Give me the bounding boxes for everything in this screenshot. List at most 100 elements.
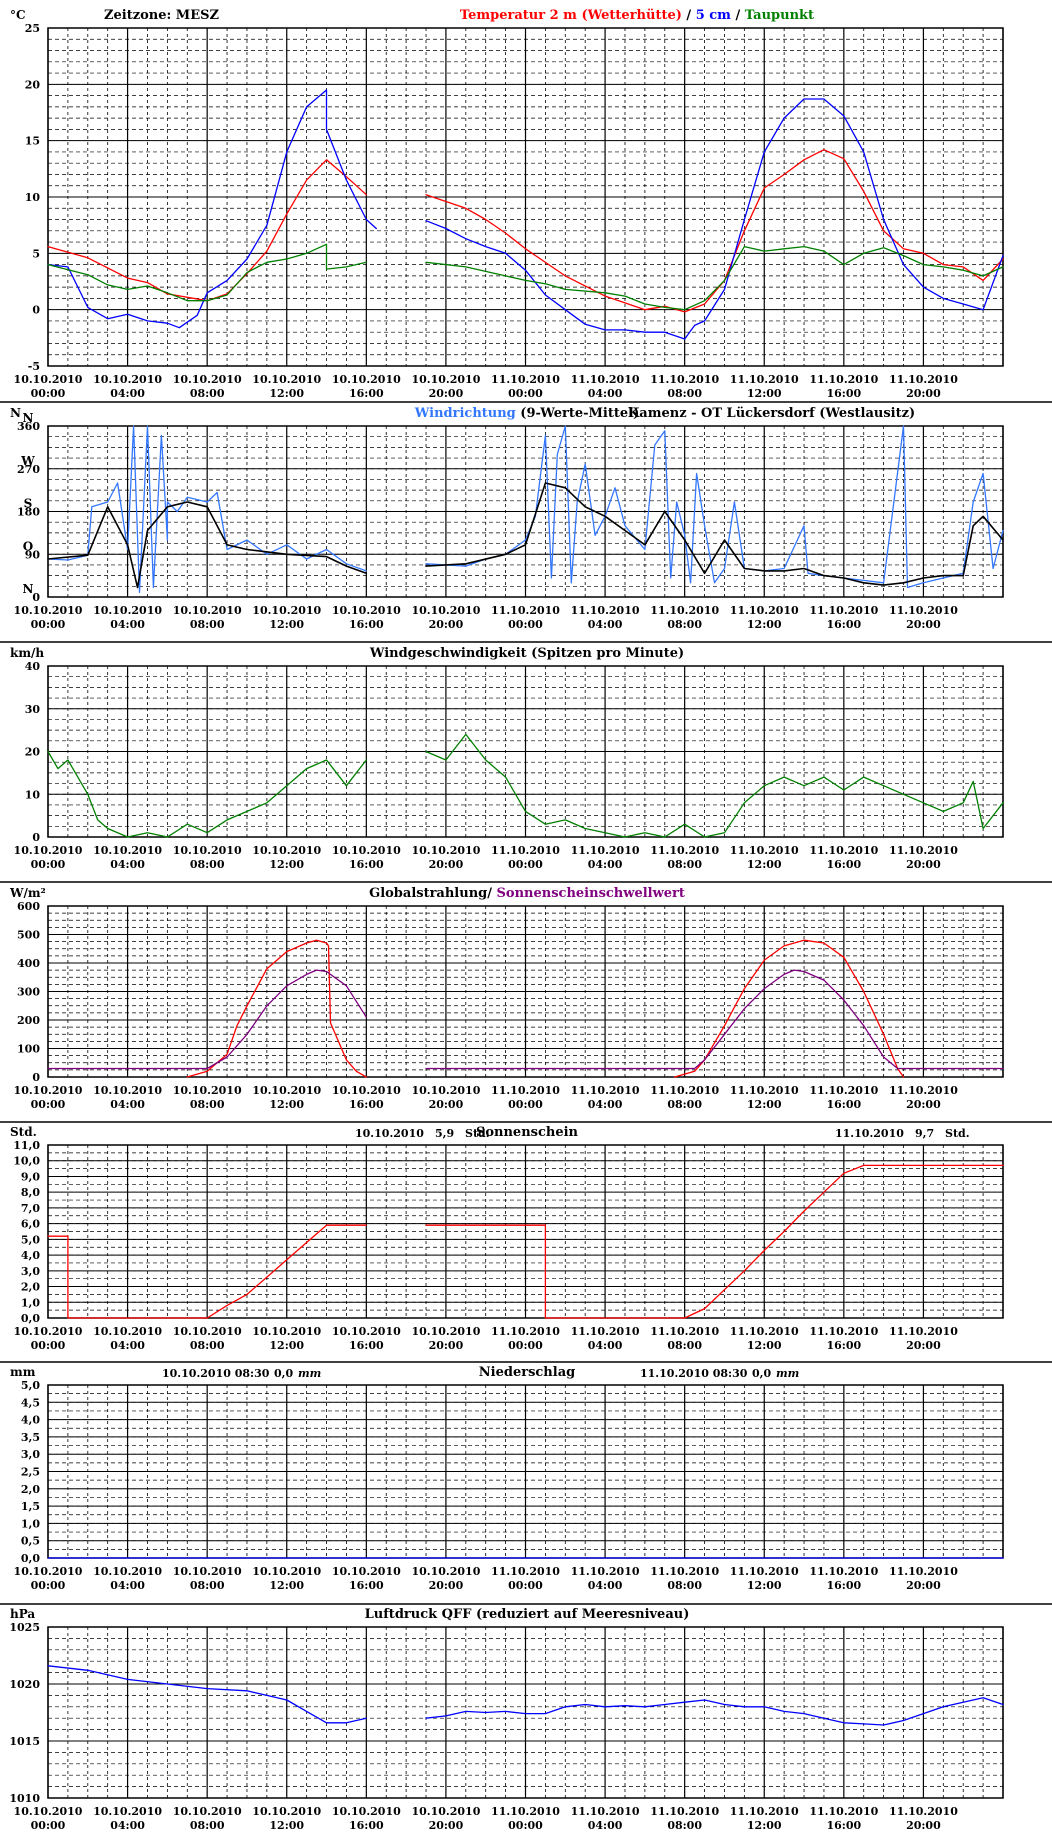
y-tick-label: 6,0 [21, 1218, 40, 1231]
x-tick-time: 04:00 [588, 1339, 623, 1352]
panel-title: Sonnenschein [476, 1125, 579, 1140]
x-tick-date: 11.10.2010 [809, 1325, 878, 1338]
temperature-series-2 [47, 243, 1004, 311]
y-tick-label: 1025 [9, 1621, 40, 1634]
x-tick-date: 10.10.2010 [252, 1084, 321, 1097]
x-tick-date: 10.10.2010 [93, 604, 162, 617]
x-tick-date: 10.10.2010 [411, 1565, 480, 1578]
x-tick-time: 12:00 [269, 1098, 304, 1111]
x-tick-time: 04:00 [588, 618, 623, 631]
x-tick-time: 20:00 [429, 1819, 464, 1832]
y-tick-label: 10 [25, 788, 41, 801]
y-tick-label: 5,0 [21, 1233, 40, 1246]
panel-title: Temperatur 2 m (Wetterhütte) / 5 cm / Ta… [460, 8, 814, 23]
annotation-date: 11.10.2010 08:30 [640, 1367, 748, 1380]
x-tick-date: 11.10.2010 [809, 604, 878, 617]
panel-title-part: Windrichtung [414, 406, 516, 421]
x-tick-time: 08:00 [667, 1098, 702, 1111]
x-tick-date: 10.10.2010 [332, 1084, 401, 1097]
x-tick-time: 12:00 [269, 387, 304, 400]
x-tick-date: 11.10.2010 [809, 1565, 878, 1578]
compass-label: N [23, 411, 34, 425]
y-tick-label: 20 [25, 78, 41, 91]
y-tick-label: 4,0 [21, 1414, 40, 1427]
y-tick-label: 5 [32, 247, 40, 260]
x-tick-date: 10.10.2010 [252, 1565, 321, 1578]
x-tick-time: 16:00 [826, 1098, 861, 1111]
x-tick-date: 11.10.2010 [730, 604, 799, 617]
x-tick-time: 04:00 [588, 858, 623, 871]
y-tick-label: 1020 [9, 1678, 40, 1691]
x-tick-date: 11.10.2010 [730, 844, 799, 857]
y-tick-label: 360 [17, 420, 40, 433]
y-tick-label: 1,0 [21, 1296, 40, 1309]
y-tick-label: 8,0 [21, 1186, 40, 1199]
annotation-unit: Std. [945, 1127, 970, 1140]
annotation-date: 10.10.2010 [355, 1127, 424, 1140]
y-tick-label: 9,0 [21, 1170, 40, 1183]
y-tick-label: 500 [17, 929, 40, 942]
y-tick-label: 5,0 [21, 1379, 40, 1392]
x-tick-date: 10.10.2010 [173, 373, 242, 386]
sunshine-series-0 [47, 1164, 1004, 1319]
x-tick-time: 00:00 [31, 1819, 66, 1832]
y-tick-label: 40 [25, 660, 41, 673]
y-tick-label: 1010 [9, 1792, 40, 1805]
x-tick-time: 04:00 [110, 618, 145, 631]
x-tick-time: 20:00 [906, 618, 941, 631]
precipitation-panel: 0,00,51,01,52,02,53,03,54,04,55,0mm Niede… [10, 1365, 1004, 1592]
x-tick-time: 04:00 [588, 1819, 623, 1832]
compass-label: O [23, 539, 33, 553]
x-tick-date: 10.10.2010 [252, 373, 321, 386]
x-tick-date: 10.10.2010 [93, 1565, 162, 1578]
x-tick-time: 04:00 [110, 858, 145, 871]
panel-title-part: Windgeschwindigkeit (Spitzen pro Minute) [369, 646, 684, 661]
x-tick-date: 11.10.2010 [889, 1084, 958, 1097]
x-tick-date: 11.10.2010 [809, 373, 878, 386]
temperature-panel: -5 0 5 10 15 20 25°C Temperatur 2 m (Wetterhütt… [10, 8, 1004, 400]
x-tick-time: 08:00 [667, 858, 702, 871]
x-tick-time: 04:00 [110, 1819, 145, 1832]
y-tick-label: 200 [17, 1014, 40, 1027]
y-tick-label: 30 [25, 703, 41, 716]
x-tick-time: 16:00 [826, 858, 861, 871]
x-tick-time: 16:00 [826, 1339, 861, 1352]
compass-label: W [20, 454, 35, 468]
x-tick-date: 11.10.2010 [650, 1325, 719, 1338]
x-tick-date: 10.10.2010 [252, 1805, 321, 1818]
timezone-label: Zeitzone: MESZ [104, 8, 219, 23]
x-tick-date: 11.10.2010 [491, 1565, 560, 1578]
y-tick-label: 10,0 [13, 1155, 40, 1168]
x-tick-time: 16:00 [826, 387, 861, 400]
x-tick-time: 16:00 [349, 1098, 384, 1111]
panel-title-part: Sonnenscheinschwellwert [497, 886, 685, 901]
global_radiation-series-0 [186, 939, 905, 1078]
x-tick-time: 20:00 [906, 1819, 941, 1832]
x-tick-time: 20:00 [429, 1579, 464, 1592]
sunshine-panel: 0,01,02,03,04,05,06,07,08,09,010,011,0St… [10, 1125, 1004, 1352]
y-tick-label: 4,5 [21, 1396, 40, 1409]
y-tick-label: 400 [17, 957, 40, 970]
unit-label: W/m² [9, 886, 46, 900]
x-tick-date: 10.10.2010 [411, 1084, 480, 1097]
panel-title: Globalstrahlung/ Sonnenscheinschwellwert [369, 886, 685, 901]
x-tick-time: 08:00 [190, 387, 225, 400]
y-tick-label: 1,0 [21, 1517, 40, 1530]
x-tick-time: 04:00 [110, 1339, 145, 1352]
panel-title-part: (9-Werte-Mittel) [516, 406, 639, 421]
x-tick-date: 11.10.2010 [491, 844, 560, 857]
y-tick-label: 600 [17, 900, 40, 913]
x-tick-date: 11.10.2010 [889, 1565, 958, 1578]
x-tick-time: 12:00 [269, 858, 304, 871]
x-tick-date: 10.10.2010 [252, 844, 321, 857]
x-tick-time: 20:00 [906, 858, 941, 871]
x-tick-date: 11.10.2010 [809, 1805, 878, 1818]
x-tick-time: 00:00 [31, 618, 66, 631]
x-tick-date: 11.10.2010 [571, 1805, 640, 1818]
x-tick-date: 10.10.2010 [173, 604, 242, 617]
x-tick-date: 11.10.2010 [730, 1084, 799, 1097]
x-tick-time: 00:00 [508, 1098, 543, 1111]
x-tick-time: 16:00 [349, 1819, 384, 1832]
panel-title-part: / [487, 886, 496, 901]
